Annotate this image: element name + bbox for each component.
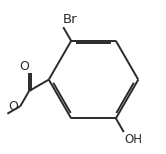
Text: O: O [9,100,19,113]
Text: OH: OH [125,134,143,146]
Text: Br: Br [62,13,77,26]
Text: O: O [20,60,30,73]
